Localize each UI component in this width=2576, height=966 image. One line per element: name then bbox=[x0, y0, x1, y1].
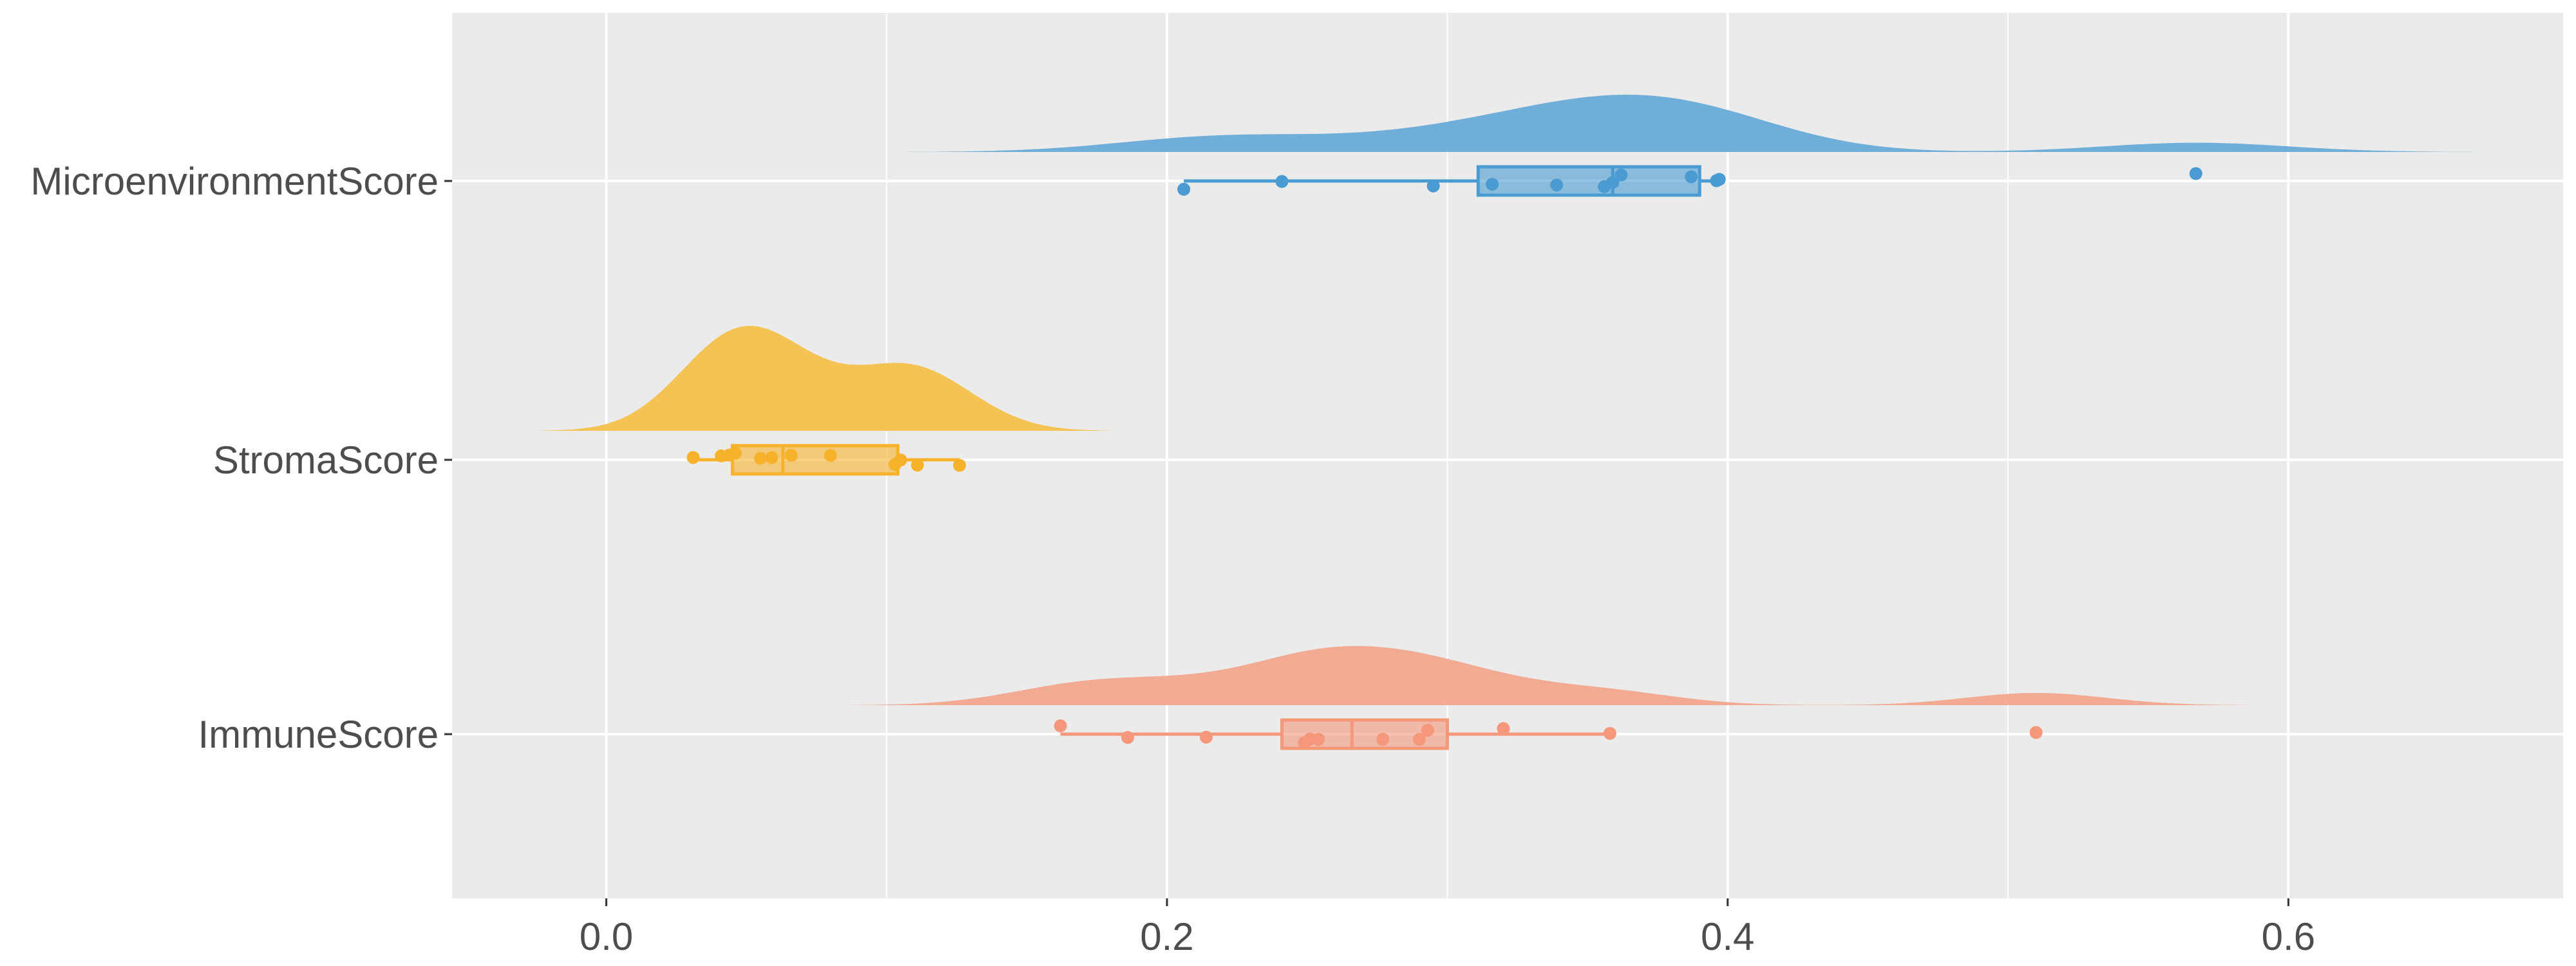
density-MicroenvironmentScore bbox=[906, 95, 2474, 152]
data-point bbox=[687, 451, 700, 464]
data-point bbox=[2029, 726, 2043, 739]
data-point bbox=[784, 449, 798, 462]
data-point bbox=[1685, 170, 1698, 184]
data-point bbox=[1712, 173, 1726, 186]
data-point bbox=[824, 449, 837, 462]
data-point bbox=[1426, 179, 1440, 193]
chart-marks bbox=[542, 95, 2474, 750]
data-point bbox=[1121, 731, 1135, 744]
data-point bbox=[1376, 732, 1390, 746]
x-tick-label: 0.6 bbox=[2262, 915, 2315, 958]
density-StromaScore bbox=[542, 326, 1112, 431]
data-point bbox=[1412, 733, 1426, 746]
data-point bbox=[1550, 178, 1564, 192]
density-ImmuneScore bbox=[850, 646, 2247, 705]
data-point bbox=[1497, 722, 1510, 735]
data-point bbox=[1200, 730, 1213, 744]
x-tick-label: 0.4 bbox=[1701, 915, 1754, 958]
data-point bbox=[1421, 723, 1434, 737]
data-point bbox=[753, 451, 767, 465]
data-point bbox=[1275, 175, 1289, 188]
data-point bbox=[1615, 168, 1628, 182]
data-point bbox=[894, 453, 907, 467]
x-tick-label: 0.2 bbox=[1140, 915, 1193, 958]
box bbox=[1476, 165, 1701, 197]
data-point bbox=[2189, 167, 2202, 180]
y-tick-label: ImmuneScore bbox=[198, 713, 439, 756]
data-point bbox=[1486, 178, 1499, 191]
data-point bbox=[1054, 719, 1067, 733]
data-point bbox=[765, 451, 779, 464]
data-point bbox=[1177, 182, 1191, 196]
data-point bbox=[1606, 176, 1620, 189]
data-point bbox=[1603, 726, 1616, 740]
y-tick-label: StromaScore bbox=[213, 439, 439, 482]
data-point bbox=[911, 459, 924, 472]
axes: MicroenvironmentScore StromaScore ImmuneSc… bbox=[30, 160, 2315, 958]
data-point bbox=[952, 459, 966, 472]
data-point bbox=[1312, 732, 1325, 746]
data-point bbox=[728, 446, 742, 460]
y-tick-label: MicroenvironmentScore bbox=[30, 160, 439, 203]
x-tick-label: 0.0 bbox=[580, 915, 633, 958]
